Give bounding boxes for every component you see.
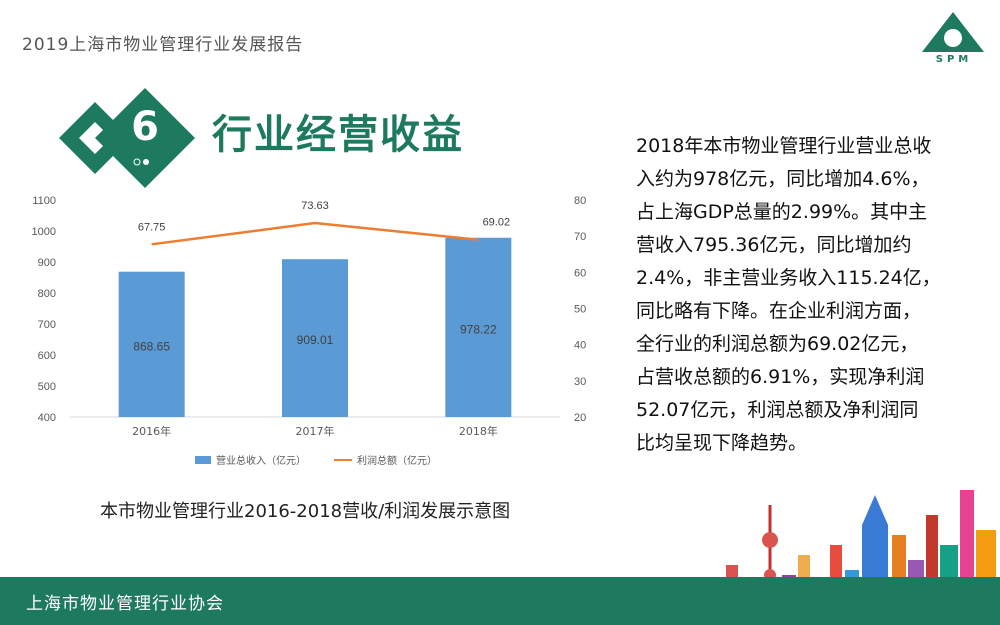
profit-point-label: 73.63	[301, 200, 329, 212]
left-axis-tick: 500	[38, 381, 56, 393]
summary-line: 比均呈现下降趋势。	[636, 432, 808, 454]
revenue-bar-label: 868.65	[133, 339, 170, 353]
summary-line: 营收入795.36亿元，同比增加约	[636, 234, 912, 256]
spm-logo	[922, 12, 984, 52]
right-axis-tick: 20	[574, 412, 586, 424]
x-axis-category: 2016年	[132, 424, 171, 438]
profit-line	[151, 221, 479, 246]
right-axis-tick: 80	[574, 195, 586, 207]
profit-point-label: 69.02	[483, 217, 511, 229]
x-axis-category: 2018年	[459, 424, 498, 438]
summary-line: 入约为978亿元，同比增加4.6%，	[636, 168, 930, 190]
legend-revenue-swatch	[195, 456, 211, 464]
left-axis-tick: 1100	[32, 195, 56, 207]
summary-line: 2.4%，非主营业务收入115.24亿，	[636, 267, 941, 289]
section-title: 行业经营收益	[212, 112, 464, 158]
left-axis-tick: 600	[38, 350, 56, 362]
left-axis-tick: 400	[38, 412, 56, 424]
right-axis-tick: 40	[574, 340, 586, 352]
section-diamond-decoration	[59, 88, 195, 188]
right-axis-tick: 30	[574, 376, 586, 388]
left-axis-tick: 800	[38, 288, 56, 300]
left-axis-tick: 900	[38, 257, 56, 269]
footer-organization: 上海市物业管理行业协会	[26, 594, 224, 614]
right-axis-tick: 60	[574, 267, 586, 279]
revenue-bar	[445, 237, 512, 417]
left-axis-tick: 700	[38, 319, 56, 331]
profit-point-label: 67.75	[138, 221, 166, 233]
summary-line: 占上海GDP总量的2.99%。其中主	[636, 201, 928, 223]
revenue-profit-chart: 400 500 600 700 800 900 1000 1100 20 30 40 50 60 70 80…	[32, 195, 587, 467]
summary-line: 占营收总额的6.91%，实现净利润	[636, 366, 925, 388]
legend-profit-label: 利润总额（亿元）	[357, 454, 437, 467]
summary-line: 全行业的利润总额为69.02亿元，	[636, 333, 919, 355]
revenue-bar	[118, 271, 185, 417]
summary-line: 同比略有下降。在企业利润方面，	[636, 300, 922, 322]
summary-line: 52.07亿元，利润总额及净利润同	[636, 399, 919, 421]
right-axis-tick: 50	[574, 304, 586, 316]
x-axis-category: 2017年	[296, 424, 335, 438]
section-number: 6	[131, 104, 159, 150]
summary-paragraph: 2018年本市物业管理行业营业总收 入约为978亿元，同比增加4.6%， 占上海GD…	[636, 130, 986, 460]
legend-revenue-label: 营业总收入（亿元）	[216, 454, 306, 467]
revenue-bar	[282, 259, 348, 417]
left-axis-tick: 1000	[32, 226, 56, 238]
summary-line: 2018年本市物业管理行业营业总收	[636, 135, 932, 157]
footer-bar	[0, 577, 1000, 625]
report-title: 2019上海市物业管理行业发展报告	[22, 35, 304, 55]
revenue-bar-label: 978.22	[460, 322, 497, 336]
logo-text: SPM	[935, 54, 973, 65]
right-axis-tick: 70	[574, 231, 586, 243]
revenue-bar-label: 909.01	[297, 333, 334, 347]
chart-caption: 本市物业管理行业2016-2018营收/利润发展示意图	[100, 501, 511, 522]
